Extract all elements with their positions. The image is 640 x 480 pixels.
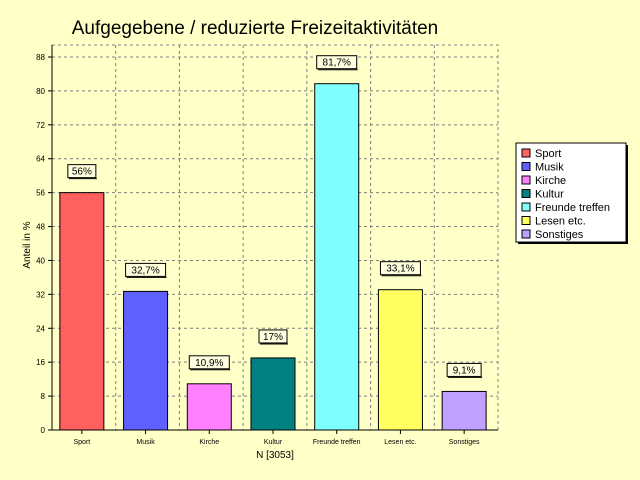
- x-tick-label: Lesen etc.: [384, 439, 416, 446]
- y-tick-label: 64: [36, 155, 45, 164]
- legend-entry: Sport: [535, 148, 561, 160]
- legend-entry: Musik: [535, 162, 564, 174]
- data-label-box: [379, 261, 421, 276]
- bar-kultur: [250, 357, 296, 431]
- y-tick-label: 8: [41, 392, 46, 401]
- y-tick-label: 0: [41, 426, 46, 435]
- bar-sport: [59, 192, 105, 431]
- x-tick-label: Sport: [73, 439, 90, 446]
- legend-box: [515, 142, 627, 243]
- x-tick-label: Musik: [136, 439, 155, 446]
- data-labels: 56% 32,7% 10,9% 17% 81,7% 33,1% 9,1%: [67, 55, 483, 378]
- x-tick-label: Freunde treffen: [313, 439, 361, 446]
- data-label: 56%: [72, 167, 92, 178]
- data-label-box: [446, 362, 482, 377]
- legend-entry: Kultur: [535, 189, 564, 201]
- bar-freunde-treffen: [314, 83, 360, 431]
- y-tick-label: 32: [36, 290, 45, 299]
- data-label-box: [67, 164, 97, 179]
- y-tick-label: 40: [36, 256, 45, 265]
- x-axis-title: N [3053]: [256, 450, 294, 461]
- data-label: 33,1%: [386, 264, 414, 275]
- y-axis-title: Anteil in %: [22, 221, 33, 268]
- y-tick-label: 88: [36, 53, 45, 62]
- legend-entry: Freunde treffen: [535, 202, 610, 214]
- legend-swatch: [521, 148, 531, 158]
- legend-entry: Kirche: [535, 175, 566, 187]
- y-tick-label: 24: [36, 324, 45, 333]
- data-label: 10,9%: [195, 358, 223, 369]
- y-tick-label: 16: [36, 358, 45, 367]
- legend-entry: Lesen etc.: [535, 216, 586, 228]
- bar-kirche: [186, 383, 232, 431]
- data-label: 81,7%: [323, 58, 351, 69]
- x-tick-label: Sonstiges: [449, 439, 480, 446]
- data-label-box: [258, 329, 288, 344]
- data-label: 32,7%: [131, 265, 159, 276]
- legend-swatch: [521, 202, 531, 212]
- bar-musik: [123, 290, 169, 431]
- data-label-box: [316, 55, 358, 70]
- legend-swatch: [521, 189, 531, 198]
- bar-lesen-etc: [377, 289, 423, 431]
- x-tick-label: Kirche: [199, 439, 219, 446]
- data-label-box: [125, 262, 167, 277]
- y-tick-label: 80: [36, 87, 45, 96]
- axes: 0 8 16 24 32 40 48 56 64 72 80 88 Sport Musik Kirche Ku…: [36, 45, 498, 446]
- legend-swatch: [521, 175, 531, 185]
- legend-swatch: [521, 216, 531, 225]
- y-tick-label: 72: [36, 121, 45, 130]
- legend-swatch: [521, 229, 531, 239]
- bars: [59, 83, 487, 431]
- y-tick-label: 56: [36, 189, 45, 198]
- bar-sonstiges: [441, 390, 487, 431]
- data-label-box: [188, 355, 230, 370]
- x-tick-label: Kultur: [264, 439, 283, 446]
- legend-entry: Sonstiges: [535, 229, 584, 241]
- y-tick-label: 48: [36, 223, 45, 232]
- data-label: 9,1%: [453, 365, 476, 376]
- chart-title: Aufgegebene / reduzierte Freizeitaktivit…: [71, 18, 439, 39]
- plot-frame: [51, 44, 499, 431]
- legend-swatch: [521, 162, 531, 171]
- data-label: 17%: [263, 332, 283, 343]
